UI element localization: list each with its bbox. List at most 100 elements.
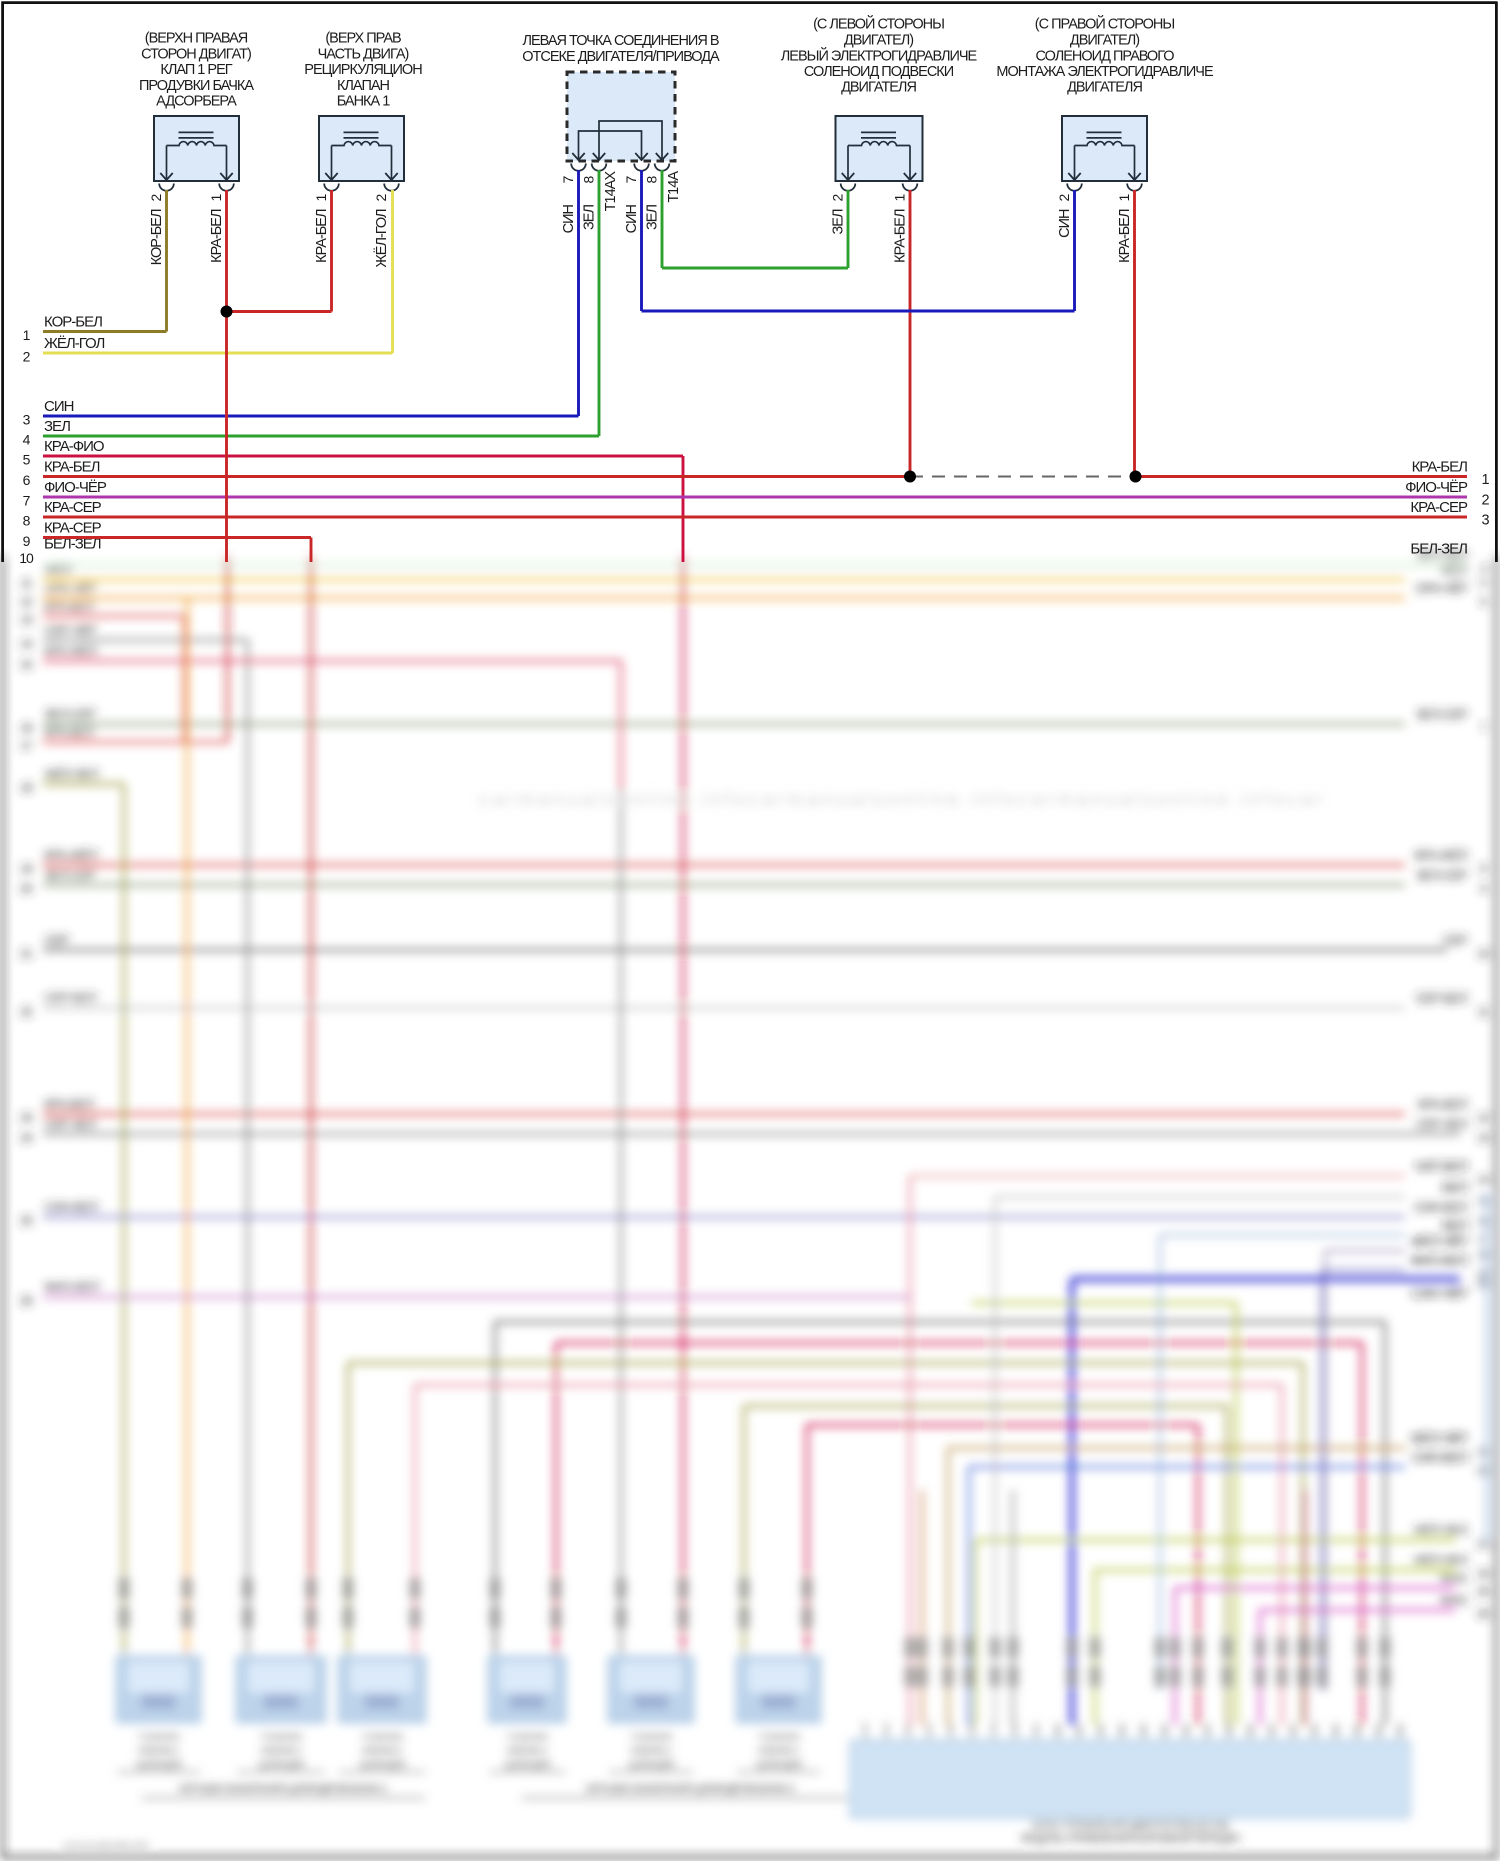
- svg-text:КЛАП 1 РЕГ: КЛАП 1 РЕГ: [160, 62, 232, 78]
- svg-text:АДСОРБЕРА: АДСОРБЕРА: [156, 94, 237, 110]
- svg-text:КОР-БЕЛ: КОР-БЕЛ: [149, 209, 165, 265]
- svg-text:10: 10: [1477, 946, 1490, 961]
- svg-text:ОРА-ЧЁР: ОРА-ЧЁР: [44, 581, 97, 596]
- svg-text:26: 26: [1477, 1606, 1490, 1621]
- svg-text:2: 2: [1056, 194, 1072, 202]
- svg-text:21: 21: [20, 946, 33, 961]
- svg-text:ЗЕЛ-СЕР: ЗЕЛ-СЕР: [1416, 868, 1468, 883]
- svg-text:18: 18: [1225, 1729, 1233, 1736]
- svg-text:(С ПРАВОЙ СТОРОНЫ: (С ПРАВОЙ СТОРОНЫ: [1035, 15, 1175, 33]
- svg-text:СИН-БЕЛ: СИН-БЕЛ: [1414, 1200, 1468, 1215]
- svg-text:ФИО-ЧЁР: ФИО-ЧЁР: [44, 479, 107, 496]
- svg-text:ЦИЛИНДРА: ЦИЛИНДРА: [755, 1760, 803, 1771]
- svg-text:21: 21: [1477, 1444, 1490, 1459]
- svg-text:9: 9: [1034, 1729, 1038, 1736]
- svg-text:КРА-ФИО: КРА-ФИО: [44, 438, 104, 455]
- svg-text:ЖЁЛ: ЖЁЛ: [1440, 563, 1467, 578]
- svg-text:КАТУШКИ ЗАЖИГАНИЯ ЦИЛИНДРОВ БА: КАТУШКИ ЗАЖИГАНИЯ ЦИЛИНДРОВ БАНКА 2: [586, 1783, 795, 1795]
- svg-text:3: 3: [1481, 513, 1489, 529]
- svg-text:18: 18: [20, 780, 33, 795]
- svg-text:КРА-ЖЁЛ: КРА-ЖЁЛ: [1414, 848, 1467, 863]
- svg-text:СТОРОН ДВИГАТ): СТОРОН ДВИГАТ): [141, 47, 251, 63]
- svg-text:КОР-БЕЛ: КОР-БЕЛ: [44, 313, 102, 330]
- svg-text:ЖЁЛ-ЧЁР: ЖЁЛ-ЧЁР: [1410, 1233, 1468, 1249]
- svg-text:6: 6: [970, 1729, 974, 1736]
- svg-text:5: 5: [949, 1729, 953, 1736]
- svg-text:16: 16: [1182, 1729, 1190, 1736]
- svg-text:1: 1: [1116, 194, 1132, 202]
- svg-text:ЦИЛИНДРА: ЦИЛИНДРА: [359, 1760, 407, 1771]
- svg-text:СИН: СИН: [44, 398, 74, 415]
- svg-text:СИН-БЕЛ: СИН-БЕЛ: [44, 1200, 98, 1215]
- svg-text:7: 7: [623, 176, 639, 184]
- svg-text:Т14АХ: Т14АХ: [603, 171, 619, 212]
- svg-text:Т-ХХХХХХ: Т-ХХХХХХ: [138, 1732, 181, 1743]
- svg-text:3: 3: [23, 412, 31, 428]
- svg-text:ЖЁЛ-ЗЕЛ: ЖЁЛ-ЗЕЛ: [1413, 1523, 1467, 1538]
- svg-text:КЛАПАН 1: КЛАПАН 1: [362, 1746, 404, 1757]
- svg-text:КРА-БЕЛ: КРА-БЕЛ: [1117, 209, 1133, 263]
- svg-text:КРА-СЕР: КРА-СЕР: [1410, 499, 1468, 516]
- svg-text:ЖЁЛ: ЖЁЛ: [44, 563, 71, 578]
- svg-text:СОЛЕНОИД ПРАВОГО: СОЛЕНОИД ПРАВОГО: [1035, 49, 1174, 65]
- svg-text:ЛЕВАЯ ТОЧКА СОЕДИНЕНИЯ В: ЛЕВАЯ ТОЧКА СОЕДИНЕНИЯ В: [522, 33, 718, 49]
- svg-text:17: 17: [1204, 1729, 1212, 1736]
- svg-text:ЖЁЛ-ГОЛ: ЖЁЛ-ГОЛ: [44, 335, 104, 352]
- svg-text:КРА-БЕЛ: КРА-БЕЛ: [44, 458, 100, 475]
- svg-text:КЛАПАН 1: КЛАПАН 1: [138, 1746, 180, 1757]
- svg-text:ЖЁЛ-ЗЕЛ: ЖЁЛ-ЗЕЛ: [1413, 1553, 1467, 1568]
- svg-text:5: 5: [1480, 576, 1487, 591]
- svg-text:БЕЛ-ЗЕЛ: БЕЛ-ЗЕЛ: [1410, 541, 1467, 558]
- svg-text:4: 4: [927, 1729, 931, 1736]
- svg-text:14: 14: [1477, 1172, 1490, 1187]
- svg-text:11: 11: [20, 576, 32, 591]
- svg-text:7: 7: [560, 176, 576, 184]
- svg-text:КРА-БЕЛ: КРА-БЕЛ: [44, 725, 93, 740]
- svg-text:КАТУШКИ ЗАЖИГАНИЯ ЦИЛИНДРОВ БА: КАТУШКИ ЗАЖИГАНИЯ ЦИЛИНДРОВ БАНКА 1: [179, 1783, 388, 1795]
- svg-text:СЕР: СЕР: [44, 933, 70, 948]
- svg-text:6: 6: [1480, 594, 1487, 609]
- svg-text:ПРОДУВКИ БАЧКА: ПРОДУВКИ БАЧКА: [139, 78, 254, 94]
- svg-text:КРА-ЖЁЛ: КРА-ЖЁЛ: [44, 848, 97, 863]
- svg-text:19: 19: [1246, 1729, 1254, 1736]
- svg-text:Т14А: Т14А: [666, 171, 682, 203]
- svg-text:ЗЕЛ-СЕР: ЗЕЛ-СЕР: [44, 868, 96, 883]
- svg-text:ЖЁЛ-ГОЛ: ЖЁЛ-ГОЛ: [373, 209, 390, 268]
- svg-text:КРА-БЕЛ: КРА-БЕЛ: [1412, 458, 1468, 475]
- svg-text:ФИО-БЕЛ: ФИО-БЕЛ: [44, 1280, 99, 1295]
- svg-text:ЗЕЛ: ЗЕЛ: [645, 205, 661, 230]
- svg-text:23: 23: [20, 1110, 33, 1125]
- svg-text:ФИО-БЕЛ: ФИО-БЕЛ: [1410, 1252, 1468, 1268]
- svg-text:8: 8: [644, 176, 660, 184]
- svg-text:4: 4: [23, 432, 31, 448]
- svg-text:СИН-БЕЛ: СИН-БЕЛ: [1411, 1449, 1467, 1465]
- svg-text:11: 11: [1477, 1004, 1489, 1019]
- svg-text:КРА-СЕР: КРА-СЕР: [44, 519, 102, 536]
- svg-text:СЕР-ЧЁР: СЕР-ЧЁР: [44, 623, 97, 638]
- svg-text:8: 8: [581, 176, 597, 184]
- svg-text:ЦИЛИНДРА: ЦИЛИНДРА: [135, 1760, 183, 1771]
- svg-text:22: 22: [1477, 1463, 1490, 1478]
- svg-text:19: 19: [20, 861, 33, 876]
- svg-text:1: 1: [892, 194, 908, 202]
- svg-text:ЗЕЛ: ЗЕЛ: [44, 418, 70, 435]
- svg-text:КРА-БЕЛ: КРА-БЕЛ: [893, 209, 909, 263]
- svg-text:ЗЕЛ-СЕР: ЗЕЛ-СЕР: [1416, 707, 1468, 722]
- svg-text:11: 11: [1075, 1729, 1082, 1736]
- svg-text:ЦИЛИНДРА: ЦИЛИНДРА: [258, 1760, 306, 1771]
- svg-text:КЛАПАН 1: КЛАПАН 1: [758, 1746, 800, 1757]
- svg-text:7: 7: [991, 1729, 995, 1736]
- svg-text:2: 2: [23, 349, 31, 365]
- svg-text:ФИО: ФИО: [1440, 1571, 1468, 1586]
- svg-text:ЖЁЛ-ЗЕЛ: ЖЁЛ-ЗЕЛ: [44, 767, 98, 782]
- svg-text:12: 12: [1097, 1729, 1105, 1736]
- svg-text:КРА-БЕЛ: КРА-БЕЛ: [44, 599, 93, 614]
- svg-text:1: 1: [863, 1729, 867, 1736]
- svg-text:СИН: СИН: [624, 204, 640, 233]
- svg-text:ОРА-ЧЁР: ОРА-ЧЁР: [1415, 581, 1468, 596]
- svg-text:c a r m a n u a l s o n l i n: c a r m a n u a l s o n l i n e . i n f …: [479, 789, 1322, 811]
- svg-text:9: 9: [1480, 881, 1487, 896]
- svg-text:ОТСЕКЕ ДВИГАТЕЛЯ/ПРИВОДА: ОТСЕКЕ ДВИГАТЕЛЯ/ПРИВОДА: [522, 49, 720, 65]
- svg-text:22: 22: [20, 1004, 33, 1019]
- svg-text:5: 5: [23, 452, 31, 468]
